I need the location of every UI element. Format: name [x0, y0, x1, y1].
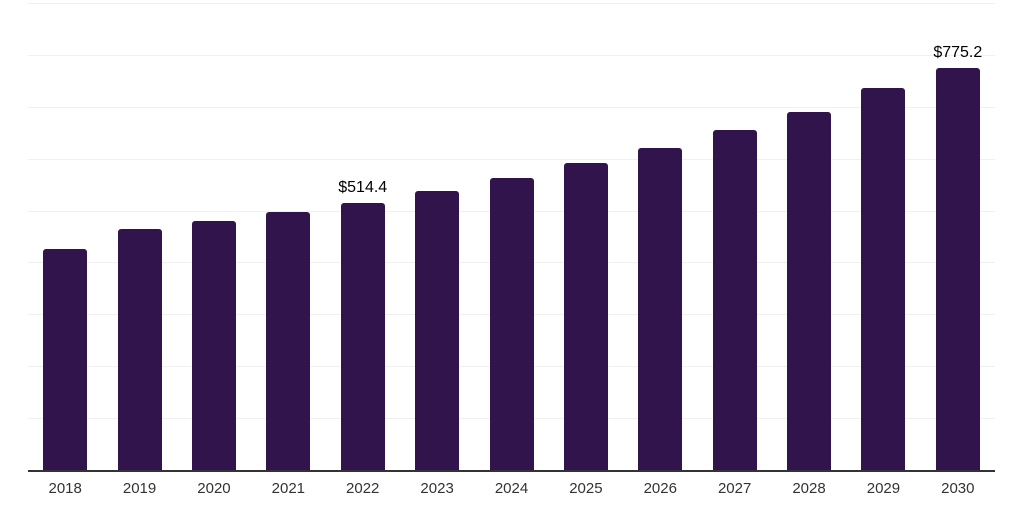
x-tick-label-2020: 2020 — [197, 480, 231, 497]
bar-2022 — [340, 203, 385, 470]
bar-value-label-2030: $775.2 — [933, 43, 983, 61]
x-tick-label-2019: 2019 — [122, 480, 157, 497]
x-tick-label-2028: 2028 — [792, 480, 826, 497]
x-tick-label-2024: 2024 — [494, 480, 529, 497]
bar-2025 — [563, 163, 608, 470]
x-tick-label-2029: 2029 — [866, 480, 901, 497]
x-tick-label-2018: 2018 — [48, 480, 82, 497]
bar-2027 — [712, 130, 757, 470]
bar-value-label-2022: $514.4 — [338, 179, 388, 197]
gridline-600 — [28, 158, 995, 160]
x-tick-label-2030: 2030 — [941, 480, 975, 497]
x-tick-label-2026: 2026 — [643, 480, 677, 497]
bar-2024 — [489, 178, 534, 470]
x-tick-label-2021: 2021 — [271, 480, 306, 497]
x-tick-label-2025: 2025 — [569, 480, 603, 497]
bar-2019 — [117, 229, 162, 470]
bar-2028 — [787, 111, 832, 470]
gridline-900 — [28, 3, 995, 4]
bar-2021 — [266, 212, 311, 470]
x-tick-label-2027: 2027 — [717, 480, 752, 497]
bar-2030 — [935, 67, 980, 470]
bar-2026 — [638, 148, 683, 470]
bar-2020 — [191, 220, 236, 470]
gridline-800 — [28, 54, 995, 56]
x-tick-label-2022: 2022 — [346, 480, 380, 497]
x-axis: 2018 2019 2020 2021 2022 2023 2024 2025 2026 2027… — [28, 472, 995, 506]
gridline-700 — [28, 106, 995, 108]
plot-area: $514.4 $775.2 — [28, 3, 995, 472]
bar-2029 — [861, 88, 906, 470]
bar-2023 — [415, 190, 460, 470]
bar-2018 — [43, 249, 88, 470]
x-tick-label-2023: 2023 — [420, 480, 454, 497]
